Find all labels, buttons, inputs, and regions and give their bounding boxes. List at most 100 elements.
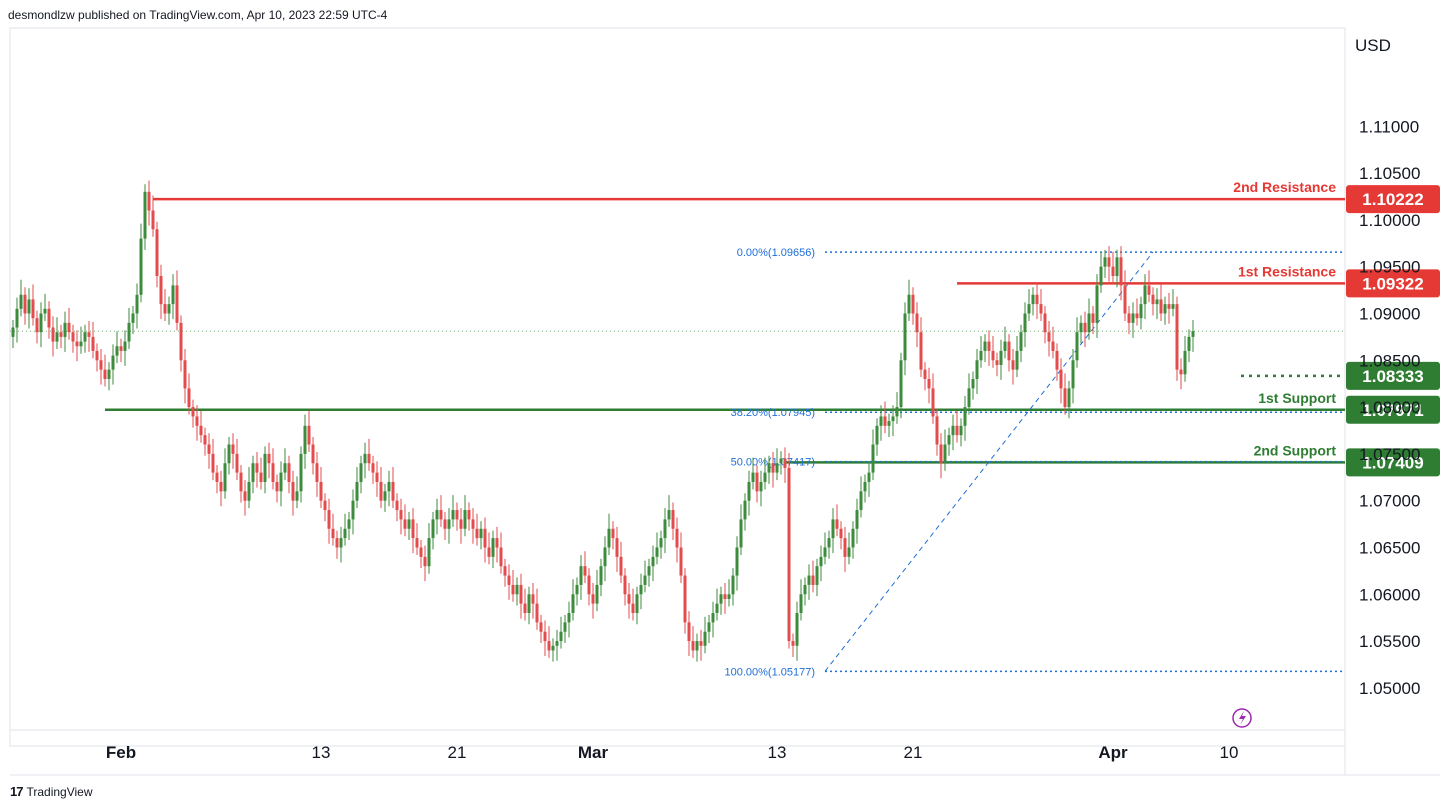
candle — [715, 588, 719, 621]
candle — [687, 611, 691, 657]
candle-body — [323, 500, 327, 511]
candle — [751, 457, 755, 490]
candle — [1179, 358, 1183, 390]
candle — [1087, 298, 1091, 340]
level-price-tag-bg — [1346, 395, 1440, 424]
candle — [667, 495, 671, 527]
candle — [1183, 335, 1187, 382]
candle — [95, 343, 99, 372]
candle-body — [655, 547, 659, 557]
candle-body — [103, 369, 107, 379]
candle — [799, 579, 803, 621]
candle — [747, 470, 751, 516]
candle-body — [1139, 304, 1143, 319]
candle-body — [111, 355, 115, 370]
candle-body — [619, 556, 623, 576]
candle-body — [871, 444, 875, 473]
candle-body — [1059, 369, 1063, 389]
candle-body — [743, 500, 747, 520]
chart-borders — [9, 27, 1440, 776]
candle-body — [747, 481, 751, 501]
candle-body — [643, 575, 647, 585]
time-tick-label: 10 — [1220, 743, 1239, 762]
candle-body — [811, 575, 815, 585]
candle-body — [511, 584, 515, 595]
time-tick-label: Mar — [578, 743, 609, 762]
candle-body — [423, 556, 427, 567]
candle — [11, 320, 15, 349]
candle-body — [1191, 331, 1195, 337]
candle — [239, 465, 243, 503]
candle-body — [383, 491, 387, 501]
candle-body — [395, 500, 399, 511]
candle — [363, 442, 367, 479]
candle — [151, 195, 155, 237]
candle — [659, 530, 663, 559]
candle — [619, 541, 623, 584]
candle-body — [911, 294, 915, 314]
candle — [683, 568, 687, 634]
candle — [507, 564, 511, 600]
candle-body — [263, 453, 267, 482]
candle-body — [471, 519, 475, 529]
candle-body — [1143, 285, 1147, 305]
candle — [1055, 343, 1059, 381]
candle — [203, 427, 207, 456]
candle — [1047, 320, 1051, 357]
candle — [919, 317, 923, 378]
candle — [1039, 289, 1043, 321]
candle-body — [1071, 360, 1075, 389]
candle-body — [479, 528, 483, 539]
candle-body — [147, 191, 151, 211]
candle-body — [59, 332, 63, 337]
candle — [247, 466, 251, 509]
candle — [979, 335, 983, 368]
candle-body — [1023, 313, 1027, 333]
candle-body — [1163, 304, 1167, 314]
candle-body — [835, 519, 839, 529]
candle-body — [547, 641, 551, 651]
candle — [831, 508, 835, 554]
candle — [975, 349, 979, 394]
candle — [763, 457, 767, 490]
level-name: 1st Support — [1258, 390, 1336, 406]
level-price-tag-bg — [1346, 361, 1440, 390]
candle — [1015, 335, 1019, 378]
candle-body — [623, 575, 627, 595]
candle — [475, 513, 479, 546]
candle-body — [899, 360, 903, 408]
candle — [899, 352, 903, 419]
candle-body — [891, 416, 895, 422]
candle — [1027, 289, 1031, 321]
candle-body — [739, 519, 743, 548]
candle — [575, 577, 579, 606]
candle — [387, 470, 391, 507]
candle — [407, 511, 411, 540]
price-tick-label: 1.07500 — [1359, 445, 1420, 464]
candle-body — [907, 294, 911, 314]
candle-body — [783, 458, 787, 468]
candle — [727, 579, 731, 607]
candle — [83, 324, 87, 353]
candle — [379, 466, 383, 509]
candle-body — [155, 229, 159, 277]
candle-body — [535, 603, 539, 623]
candle-body — [599, 566, 603, 585]
level-labels: 2nd Resistance 1.10222 1st Resistance 1.093… — [1233, 179, 1440, 477]
candle — [15, 297, 19, 343]
candle — [39, 302, 43, 348]
candle — [695, 633, 699, 662]
candle-body — [107, 369, 111, 379]
candle — [291, 470, 295, 516]
candle-body — [575, 584, 579, 595]
candle — [91, 321, 95, 359]
candle-body — [371, 463, 375, 473]
candle — [559, 616, 563, 649]
candle-body — [255, 463, 259, 473]
candle — [1147, 270, 1151, 303]
candle-body — [595, 584, 599, 604]
candle — [359, 455, 363, 494]
candle-body — [443, 519, 447, 529]
candle — [491, 530, 495, 569]
